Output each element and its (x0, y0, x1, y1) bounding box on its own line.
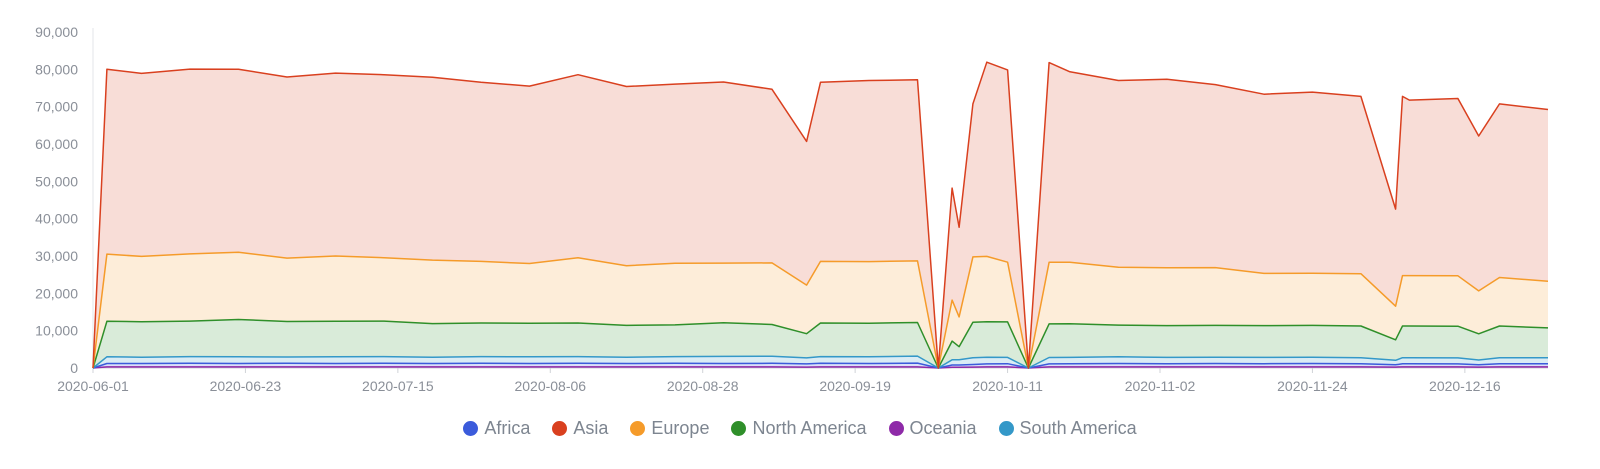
area-north-america (93, 319, 1548, 368)
legend-item-europe[interactable]: Europe (630, 418, 709, 439)
legend-item-south-america[interactable]: South America (998, 418, 1137, 439)
x-tick-label: 2020-06-23 (210, 378, 282, 394)
x-tick-label: 2020-11-24 (1277, 378, 1348, 394)
x-tick-label: 2020-08-06 (514, 378, 586, 394)
series-line-africa[interactable] (92, 362, 1548, 369)
legend: Africa Asia Europe North America Oceania Sout… (0, 418, 1600, 439)
legend-label: Europe (651, 418, 710, 438)
y-tick-label: 20,000 (35, 285, 78, 301)
legend-swatch (888, 421, 904, 436)
y-tick-label: 10,000 (35, 323, 78, 339)
legend-label: Asia (573, 418, 609, 438)
y-tick-label: 60,000 (35, 136, 78, 152)
y-tick-label: 90,000 (35, 24, 78, 40)
y-tick-label: 40,000 (35, 211, 78, 227)
legend-label: North America (752, 418, 867, 438)
legend-swatch (463, 421, 479, 436)
x-tick-label: 2020-12-16 (1429, 378, 1501, 394)
legend-label: South America (1019, 418, 1137, 438)
x-tick-label: 2020-07-15 (362, 378, 434, 394)
area-south-america (93, 356, 1548, 368)
y-tick-label: 80,000 (35, 61, 78, 77)
legend-swatch (630, 421, 646, 436)
y-tick-label: 0 (70, 360, 78, 376)
legend-item-asia[interactable]: Asia (552, 418, 608, 439)
series-line-oceania[interactable] (92, 366, 1548, 369)
x-tick-label: 2020-06-01 (57, 378, 129, 394)
series-line-europe[interactable] (92, 251, 1549, 369)
x-tick-label: 2020-08-28 (667, 378, 739, 394)
y-tick-label: 30,000 (35, 248, 78, 264)
legend-label: Oceania (909, 418, 977, 438)
legend-swatch (731, 421, 747, 436)
legend-item-north-america[interactable]: North America (731, 418, 867, 439)
y-tick-label: 50,000 (35, 173, 78, 189)
legend-item-africa[interactable]: Africa (463, 418, 530, 439)
y-tick-label: 70,000 (35, 99, 78, 115)
series-line-asia[interactable] (92, 61, 1549, 369)
legend-item-oceania[interactable]: Oceania (888, 418, 977, 439)
legend-label: Africa (484, 418, 531, 438)
series-line-north-america[interactable] (92, 318, 1549, 369)
series-line-south-america[interactable] (92, 355, 1548, 369)
x-tick-label: 2020-11-02 (1125, 378, 1196, 394)
lines (92, 61, 1549, 369)
legend-swatch (552, 421, 568, 436)
area-europe (93, 252, 1548, 368)
x-tick-label: 2020-09-19 (819, 378, 891, 394)
legend-swatch (998, 421, 1014, 436)
area-asia (93, 62, 1548, 368)
x-tick-label: 2020-10-11 (972, 378, 1043, 394)
